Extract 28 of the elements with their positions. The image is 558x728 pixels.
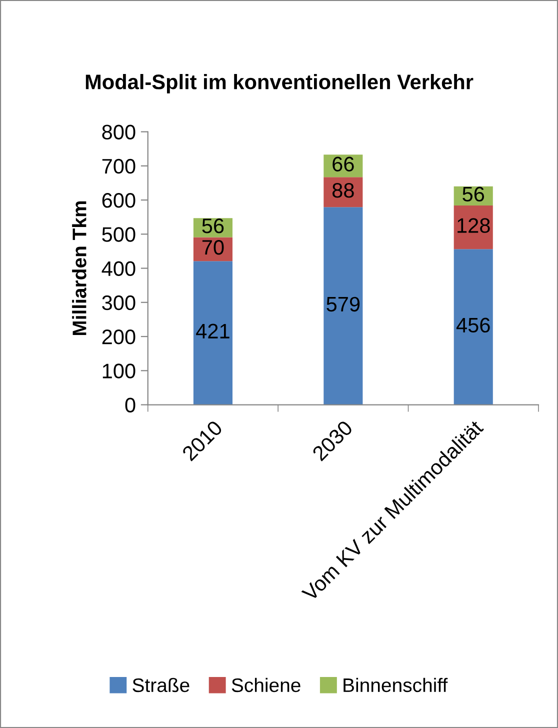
y-tick-label: 300 bbox=[102, 295, 136, 310]
bar bbox=[454, 205, 493, 250]
y-axis-title: Milliarden Tkm bbox=[72, 201, 86, 336]
bar bbox=[324, 207, 363, 405]
data-label: 56 bbox=[202, 218, 224, 234]
y-tick-label: 400 bbox=[102, 261, 136, 276]
y-tick-label: 200 bbox=[102, 330, 136, 344]
y-tick-label: 500 bbox=[102, 227, 136, 242]
y-tick-label: 800 bbox=[102, 124, 136, 140]
data-label: 579 bbox=[326, 296, 360, 312]
y-tick-label: 600 bbox=[102, 193, 136, 208]
data-label: 421 bbox=[196, 324, 230, 338]
bar bbox=[193, 237, 232, 262]
legend-label: Binnenschiff bbox=[344, 678, 448, 692]
data-label: 56 bbox=[462, 186, 484, 202]
bar bbox=[454, 249, 493, 405]
data-label: 88 bbox=[332, 183, 354, 198]
legend-label: Straße bbox=[132, 678, 190, 692]
chart-title: Modal-Split im konventionellen Verkehr bbox=[86, 74, 474, 94]
legend-label: Schiene bbox=[232, 678, 300, 692]
data-label: 70 bbox=[202, 240, 224, 255]
y-tick-label: 0 bbox=[125, 398, 136, 413]
bar bbox=[193, 261, 232, 405]
data-label: 128 bbox=[458, 218, 490, 233]
data-label: 66 bbox=[332, 156, 354, 172]
data-label: 456 bbox=[456, 318, 490, 333]
y-tick-label: 700 bbox=[102, 158, 136, 174]
y-tick-label: 100 bbox=[102, 364, 136, 378]
